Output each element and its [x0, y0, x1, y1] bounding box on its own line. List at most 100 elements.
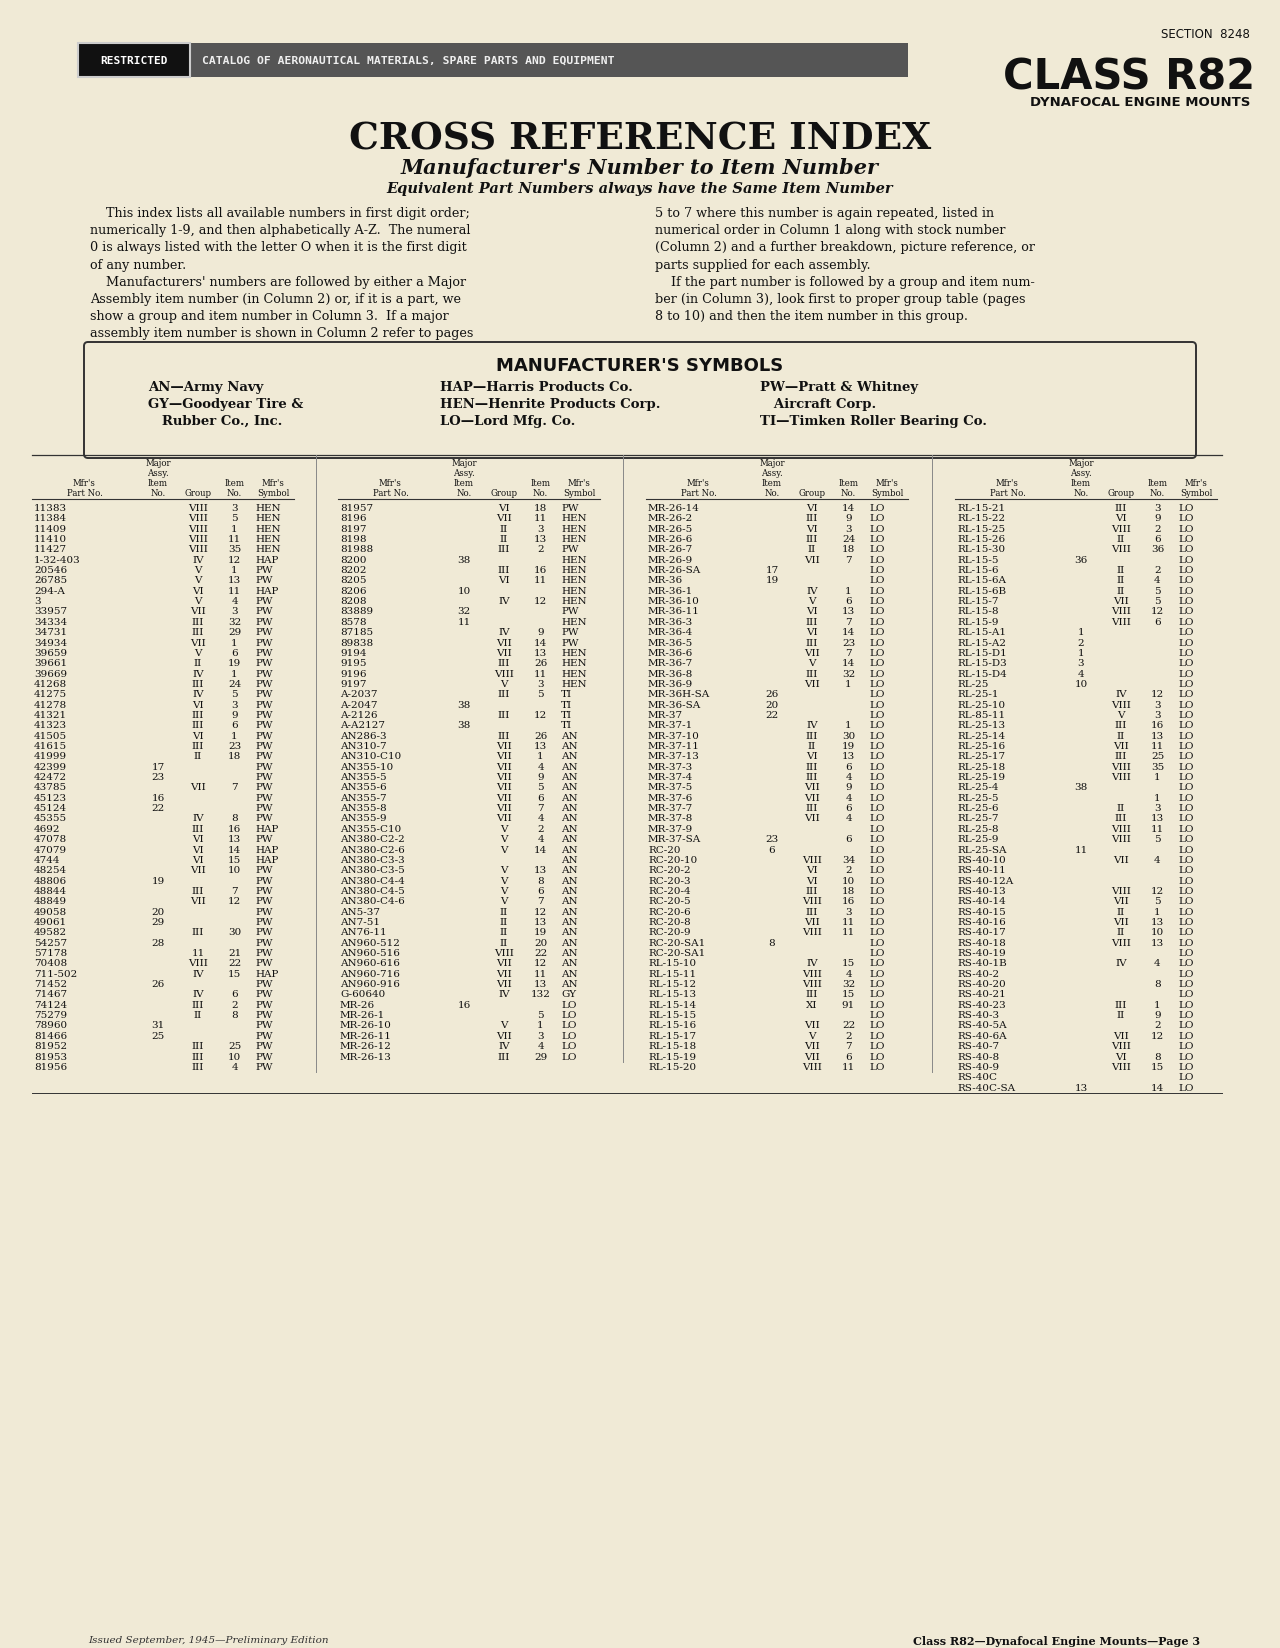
Text: AN: AN	[561, 845, 577, 854]
Text: RL-15-20: RL-15-20	[648, 1063, 696, 1071]
Text: 2: 2	[538, 545, 544, 554]
Text: Class R82—Dynafocal Engine Mounts—Page 3: Class R82—Dynafocal Engine Mounts—Page 3	[913, 1635, 1201, 1646]
Text: III: III	[498, 710, 511, 720]
Text: AN—Army Navy: AN—Army Navy	[148, 381, 264, 394]
Text: VII: VII	[804, 814, 820, 822]
Text: V: V	[195, 565, 202, 575]
Text: V: V	[500, 845, 508, 854]
Text: III: III	[806, 732, 818, 740]
Text: 48844: 48844	[35, 887, 67, 895]
Text: II: II	[1117, 804, 1125, 812]
Text: II: II	[500, 938, 508, 948]
Text: RL-15-13: RL-15-13	[648, 990, 696, 999]
Text: V: V	[500, 1020, 508, 1030]
Text: RC-20-8: RC-20-8	[648, 918, 691, 926]
Text: DYNAFOCAL ENGINE MOUNTS: DYNAFOCAL ENGINE MOUNTS	[1029, 96, 1251, 109]
Text: MR-26-SA: MR-26-SA	[648, 565, 701, 575]
Text: LO: LO	[1178, 565, 1193, 575]
Text: II: II	[1117, 906, 1125, 916]
Text: IV: IV	[192, 990, 204, 999]
Text: HAP: HAP	[255, 845, 278, 854]
Text: 5: 5	[1155, 897, 1161, 906]
Text: PW: PW	[255, 606, 273, 616]
Text: SECTION  8248: SECTION 8248	[1161, 28, 1251, 41]
Text: Major
Assy.
Item
No.: Major Assy. Item No.	[1069, 458, 1094, 498]
Text: parts supplied for each assembly.: parts supplied for each assembly.	[655, 259, 870, 272]
Text: assembly item number is shown in Column 2 refer to pages: assembly item number is shown in Column …	[90, 328, 474, 339]
Text: 25: 25	[228, 1042, 241, 1050]
Text: LO: LO	[869, 938, 884, 948]
Text: 14: 14	[534, 638, 547, 648]
Text: 13: 13	[1151, 814, 1164, 822]
Text: LO: LO	[1178, 763, 1193, 771]
Text: 3: 3	[538, 1032, 544, 1040]
Text: AN: AN	[561, 887, 577, 895]
Text: MR-26-2: MR-26-2	[648, 514, 694, 522]
Text: VIII: VIII	[1111, 524, 1132, 534]
Text: HEN: HEN	[255, 534, 280, 544]
Text: 41278: 41278	[35, 700, 67, 709]
Text: III: III	[192, 710, 205, 720]
Text: 41505: 41505	[35, 732, 67, 740]
Text: 75279: 75279	[35, 1010, 67, 1020]
Text: AN: AN	[561, 938, 577, 948]
Text: LO: LO	[869, 763, 884, 771]
Text: IV: IV	[192, 969, 204, 979]
Text: VII: VII	[191, 606, 206, 616]
Text: V: V	[195, 649, 202, 658]
Text: 81988: 81988	[340, 545, 374, 554]
Text: 21: 21	[228, 949, 241, 957]
Text: 1: 1	[538, 1020, 544, 1030]
Text: II: II	[808, 545, 817, 554]
Text: 9: 9	[538, 628, 544, 636]
Text: LO: LO	[1178, 618, 1193, 626]
Text: AN960-516: AN960-516	[340, 949, 399, 957]
Text: LO: LO	[869, 751, 884, 761]
Text: 11: 11	[534, 577, 547, 585]
Text: VIII: VIII	[803, 855, 822, 864]
Text: III: III	[192, 1063, 205, 1071]
Text: 12: 12	[534, 906, 547, 916]
Text: 9196: 9196	[340, 669, 366, 679]
Text: RL-15-9: RL-15-9	[957, 618, 998, 626]
Text: LO: LO	[869, 649, 884, 658]
Text: PW—Pratt & Whitney: PW—Pratt & Whitney	[760, 381, 918, 394]
Text: 34: 34	[842, 855, 855, 864]
Text: VII: VII	[804, 918, 820, 926]
Text: 48806: 48806	[35, 877, 67, 885]
Text: GY—Goodyear Tire &: GY—Goodyear Tire &	[148, 397, 303, 410]
Text: IV: IV	[1115, 691, 1126, 699]
Text: 9: 9	[1155, 1010, 1161, 1020]
Text: 3: 3	[845, 906, 851, 916]
Text: 8198: 8198	[340, 534, 366, 544]
Text: RL-15-10: RL-15-10	[648, 959, 696, 967]
Text: G-60640: G-60640	[340, 990, 385, 999]
Text: PW: PW	[255, 783, 273, 793]
Text: MR-36-SA: MR-36-SA	[648, 700, 701, 709]
Text: This index lists all available numbers in first digit order;: This index lists all available numbers i…	[90, 208, 470, 219]
Text: III: III	[192, 887, 205, 895]
Text: VIII: VIII	[188, 959, 207, 967]
Text: 4: 4	[538, 814, 544, 822]
Text: III: III	[498, 732, 511, 740]
Text: 38: 38	[457, 555, 471, 564]
Text: PW: PW	[561, 545, 579, 554]
Text: RL-15-26: RL-15-26	[957, 534, 1005, 544]
Text: 11427: 11427	[35, 545, 67, 554]
Text: 3: 3	[1155, 804, 1161, 812]
Text: HEN: HEN	[561, 577, 586, 585]
Text: ber (in Column 3), look first to proper group table (pages: ber (in Column 3), look first to proper …	[655, 293, 1025, 307]
Text: LO: LO	[1178, 742, 1193, 750]
Text: MR-26-6: MR-26-6	[648, 534, 694, 544]
Text: RL-15-22: RL-15-22	[957, 514, 1005, 522]
Text: 20546: 20546	[35, 565, 67, 575]
Text: 13: 13	[1151, 938, 1164, 948]
Text: RL-25-7: RL-25-7	[957, 814, 998, 822]
Text: RS-40C-SA: RS-40C-SA	[957, 1083, 1015, 1093]
Text: 34334: 34334	[35, 618, 67, 626]
Text: AN: AN	[561, 949, 577, 957]
Text: RESTRICTED: RESTRICTED	[100, 56, 168, 66]
Text: 36: 36	[1074, 555, 1088, 564]
Text: LO: LO	[1178, 679, 1193, 689]
Text: 43785: 43785	[35, 783, 67, 793]
